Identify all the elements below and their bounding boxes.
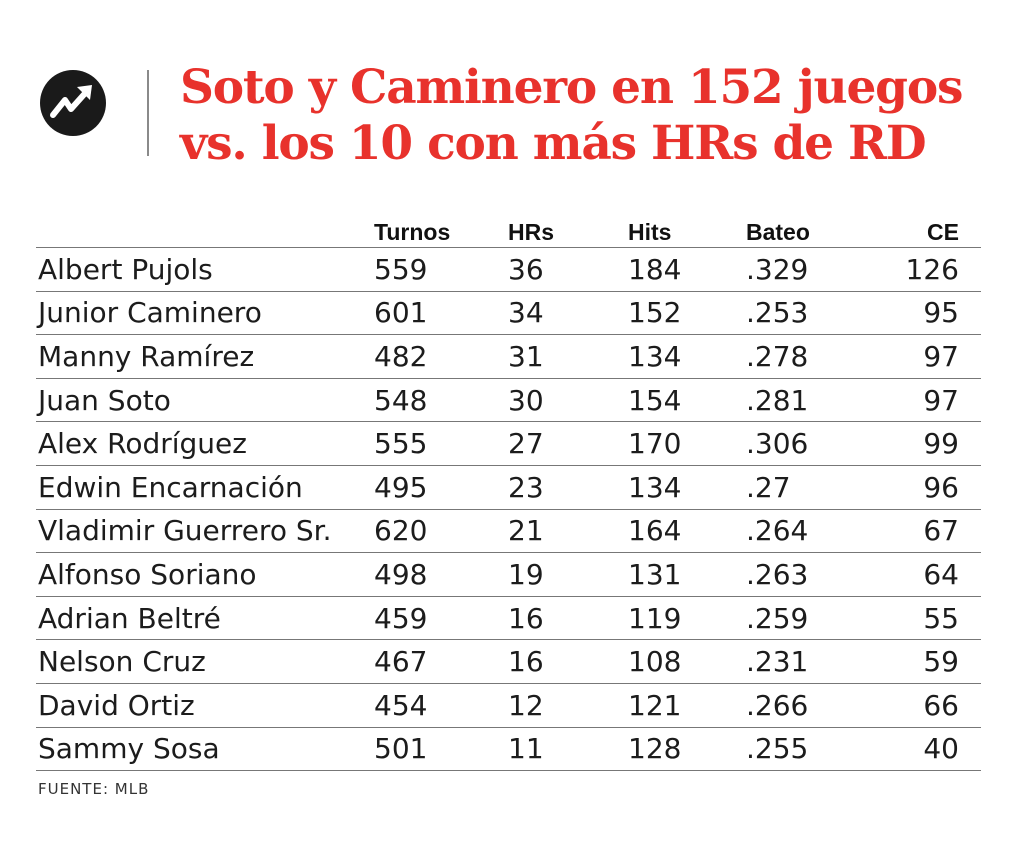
hits-cell: 134	[622, 465, 740, 510]
player-name: Alex Rodríguez	[36, 421, 368, 466]
bateo-cell: .278	[740, 334, 861, 379]
column-header-hits: Hits	[622, 215, 740, 248]
bateo-cell: .329	[740, 247, 861, 292]
turnos-cell: 555	[368, 421, 502, 466]
table-row: David Ortiz 454 12 121.266 66	[36, 683, 981, 728]
header-divider	[147, 70, 149, 156]
player-name: Sammy Sosa	[36, 727, 368, 772]
bateo-cell: .255	[740, 727, 861, 772]
hits-cell: 119	[622, 596, 740, 641]
ce-cell: 95	[861, 291, 981, 336]
bateo-cell: .264	[740, 509, 861, 554]
player-name: Junior Caminero	[36, 291, 368, 336]
table-row: Edwin Encarnación 495 23 134.27 96	[36, 465, 981, 510]
bateo-cell: .266	[740, 683, 861, 728]
hits-cell: 121	[622, 683, 740, 728]
table-row: Nelson Cruz 467 16 108.231 59	[36, 639, 981, 684]
ce-cell: 40	[861, 727, 981, 772]
player-name: Vladimir Guerrero Sr.	[36, 509, 368, 554]
table-body: Albert Pujols 559 36 184.329 126 Junior Camin…	[36, 247, 981, 772]
hits-cell: 154	[622, 378, 740, 423]
source-note: FUENTE: MLB	[38, 780, 150, 798]
hrs-cell: 21	[502, 509, 622, 554]
table-row: Vladimir Guerrero Sr. 620 21 164.264 67	[36, 509, 981, 554]
hits-cell: 184	[622, 247, 740, 292]
page-title: Soto y Caminero en 152 juegos vs. los 10…	[180, 60, 963, 172]
column-header-turnos: Turnos	[368, 215, 502, 248]
hrs-cell: 34	[502, 291, 622, 336]
player-name: Alfonso Soriano	[36, 552, 368, 597]
table-row: Albert Pujols 559 36 184.329 126	[36, 247, 981, 292]
hrs-cell: 11	[502, 727, 622, 772]
bateo-cell: .259	[740, 596, 861, 641]
trending-up-arrow-icon	[40, 70, 106, 136]
title-line-1: Soto y Caminero en 152 juegos	[180, 60, 963, 115]
hits-cell: 128	[622, 727, 740, 772]
hits-cell: 131	[622, 552, 740, 597]
hrs-cell: 36	[502, 247, 622, 292]
turnos-cell: 467	[368, 639, 502, 684]
column-header-name	[36, 215, 368, 248]
turnos-cell: 601	[368, 291, 502, 336]
hrs-cell: 27	[502, 421, 622, 466]
turnos-cell: 498	[368, 552, 502, 597]
turnos-cell: 559	[368, 247, 502, 292]
turnos-cell: 454	[368, 683, 502, 728]
turnos-cell: 459	[368, 596, 502, 641]
player-name: Albert Pujols	[36, 247, 368, 292]
player-name: Nelson Cruz	[36, 639, 368, 684]
player-name: Adrian Beltré	[36, 596, 368, 641]
bateo-cell: .263	[740, 552, 861, 597]
turnos-cell: 548	[368, 378, 502, 423]
table-row: Alfonso Soriano 498 19 131.263 64	[36, 552, 981, 597]
turnos-cell: 501	[368, 727, 502, 772]
ce-cell: 59	[861, 639, 981, 684]
table-row: Junior Caminero 601 34 152.253 95	[36, 291, 981, 336]
hits-cell: 152	[622, 291, 740, 336]
column-header-hrs: HRs	[502, 215, 622, 248]
player-name: David Ortiz	[36, 683, 368, 728]
player-name: Juan Soto	[36, 378, 368, 423]
ce-cell: 64	[861, 552, 981, 597]
hrs-cell: 12	[502, 683, 622, 728]
table-header-row: Turnos HRs Hits Bateo CE	[36, 215, 981, 248]
table-row: Adrian Beltré 459 16 119.259 55	[36, 596, 981, 641]
ce-cell: 97	[861, 378, 981, 423]
hits-cell: 108	[622, 639, 740, 684]
ce-cell: 126	[861, 247, 981, 292]
ce-cell: 67	[861, 509, 981, 554]
hrs-cell: 16	[502, 639, 622, 684]
bateo-cell: .281	[740, 378, 861, 423]
player-name: Manny Ramírez	[36, 334, 368, 379]
table-row: Manny Ramírez 482 31 134.278 97	[36, 334, 981, 379]
column-header-bateo: Bateo	[740, 215, 861, 248]
hrs-cell: 16	[502, 596, 622, 641]
player-name: Edwin Encarnación	[36, 465, 368, 510]
hrs-cell: 30	[502, 378, 622, 423]
hits-cell: 164	[622, 509, 740, 554]
ce-cell: 99	[861, 421, 981, 466]
turnos-cell: 482	[368, 334, 502, 379]
bateo-cell: .231	[740, 639, 861, 684]
ce-cell: 97	[861, 334, 981, 379]
table-row: Alex Rodríguez 555 27 170.306 99	[36, 421, 981, 466]
ce-cell: 66	[861, 683, 981, 728]
turnos-cell: 495	[368, 465, 502, 510]
hits-cell: 134	[622, 334, 740, 379]
turnos-cell: 620	[368, 509, 502, 554]
hrs-cell: 31	[502, 334, 622, 379]
table-row: Juan Soto 548 30 154.281 97	[36, 378, 981, 423]
ce-cell: 55	[861, 596, 981, 641]
column-header-ce: CE	[861, 215, 981, 248]
stats-table: Turnos HRs Hits Bateo CE Albert Pujols 55…	[36, 215, 981, 772]
title-line-2: vs. los 10 con más HRs de RD	[180, 116, 927, 171]
table-row: Sammy Sosa 501 11 128.255 40	[36, 727, 981, 772]
hrs-cell: 23	[502, 465, 622, 510]
ce-cell: 96	[861, 465, 981, 510]
hrs-cell: 19	[502, 552, 622, 597]
hits-cell: 170	[622, 421, 740, 466]
bateo-cell: .27	[740, 465, 861, 510]
bateo-cell: .306	[740, 421, 861, 466]
bateo-cell: .253	[740, 291, 861, 336]
